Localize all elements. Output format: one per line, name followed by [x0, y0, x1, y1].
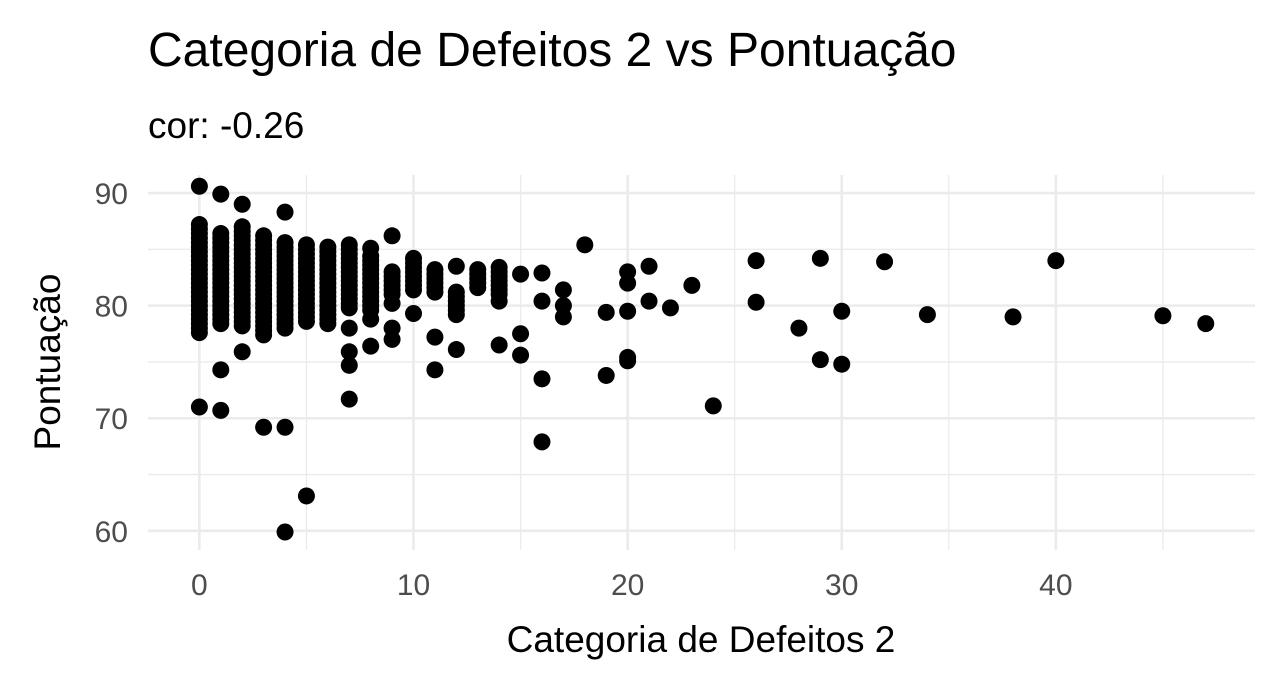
data-point	[383, 263, 401, 281]
y-tick-label: 60	[95, 516, 128, 549]
data-point	[362, 239, 380, 257]
data-point	[533, 292, 551, 310]
x-axis-label: Categoria de Defeitos 2	[507, 619, 896, 660]
data-point	[1004, 308, 1022, 326]
data-point	[512, 346, 530, 364]
data-point	[490, 258, 508, 276]
data-point	[255, 227, 273, 245]
data-point	[340, 319, 358, 337]
data-point	[811, 249, 829, 267]
data-point	[212, 185, 230, 203]
data-point	[276, 234, 294, 252]
x-tick-label: 10	[397, 569, 430, 602]
data-point	[447, 341, 465, 359]
data-point	[362, 310, 380, 328]
data-point	[597, 366, 615, 384]
y-tick-label: 80	[95, 291, 128, 324]
x-tick-label: 20	[611, 569, 644, 602]
grid-lines	[148, 175, 1255, 550]
chart-title: Categoria de Defeitos 2 vs Pontuação	[148, 24, 957, 77]
data-point	[426, 328, 444, 346]
data-point	[255, 418, 273, 436]
data-point	[1197, 315, 1215, 333]
data-point	[619, 302, 637, 320]
data-point	[212, 361, 230, 379]
y-tick-label: 70	[95, 403, 128, 436]
data-point	[405, 305, 423, 323]
data-point	[426, 261, 444, 279]
y-axis-label: Pontuação	[27, 274, 68, 451]
data-point	[811, 351, 829, 369]
data-point	[383, 330, 401, 348]
data-point	[426, 361, 444, 379]
data-point	[340, 356, 358, 374]
data-point	[319, 238, 337, 256]
data-point	[833, 355, 851, 373]
data-point	[233, 218, 251, 236]
data-point	[1047, 252, 1065, 270]
data-point	[533, 433, 551, 451]
data-point	[790, 319, 808, 337]
data-point	[447, 283, 465, 301]
data-point	[190, 177, 208, 195]
chart-subtitle: cor: -0.26	[148, 105, 304, 146]
data-point	[683, 276, 701, 294]
data-point	[447, 306, 465, 324]
data-point	[918, 306, 936, 324]
x-tick-label: 0	[191, 569, 208, 602]
data-point	[747, 293, 765, 311]
data-point	[640, 292, 658, 310]
data-point	[233, 195, 251, 213]
data-point	[512, 325, 530, 343]
data-point	[340, 390, 358, 408]
data-point	[212, 225, 230, 243]
x-axis-tick-labels: 0 10 20 30 40	[191, 569, 1073, 602]
y-tick-label: 90	[95, 178, 128, 211]
y-axis-tick-labels: 60 70 80 90	[95, 178, 128, 549]
data-point	[297, 236, 315, 254]
data-point	[747, 252, 765, 270]
data-point	[597, 303, 615, 321]
data-point	[383, 227, 401, 245]
data-point	[362, 337, 380, 355]
x-tick-label: 30	[825, 569, 858, 602]
data-point	[619, 274, 637, 292]
x-tick-label: 40	[1039, 569, 1072, 602]
data-points	[190, 177, 1215, 541]
data-point	[490, 292, 508, 310]
data-point	[554, 308, 572, 326]
data-point	[340, 343, 358, 361]
data-point	[383, 294, 401, 312]
data-point	[833, 302, 851, 320]
data-point	[340, 236, 358, 254]
data-point	[490, 336, 508, 354]
data-point	[876, 253, 894, 271]
data-point	[276, 418, 294, 436]
data-point	[512, 265, 530, 283]
data-point	[661, 299, 679, 317]
data-point	[576, 236, 594, 254]
data-point	[1154, 307, 1172, 325]
data-point	[640, 257, 658, 275]
data-point	[233, 343, 251, 361]
data-point	[212, 401, 230, 419]
data-point	[276, 203, 294, 221]
data-point	[469, 261, 487, 279]
data-point	[704, 397, 722, 415]
data-point	[447, 257, 465, 275]
data-point	[533, 370, 551, 388]
data-point	[276, 523, 294, 541]
data-point	[554, 281, 572, 299]
data-point	[619, 352, 637, 370]
data-point	[297, 487, 315, 505]
data-point	[405, 249, 423, 267]
data-point	[190, 216, 208, 234]
data-point	[533, 264, 551, 282]
data-point	[190, 398, 208, 416]
